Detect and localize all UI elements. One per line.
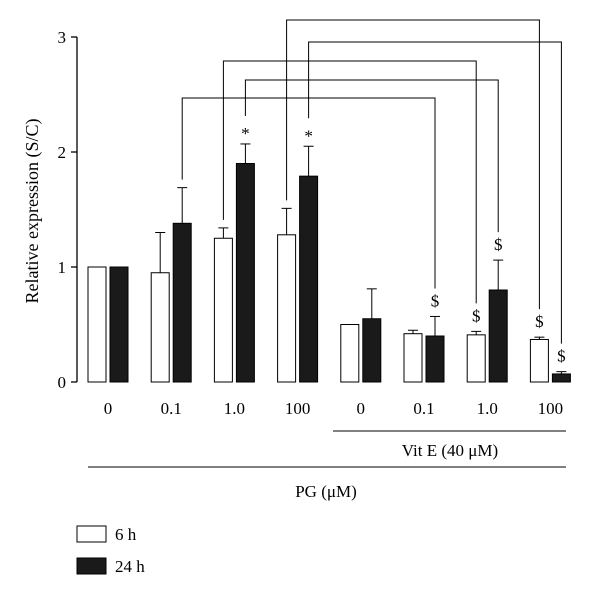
bars: $ $ * * $ $ $ [87,124,571,383]
bracket-1 [244,79,499,233]
dollar-marker-1-7: $ [557,347,566,366]
y-tick-label-3: 3 [58,28,67,47]
bar-6h-5 [403,333,423,383]
x-tick-label-3: 100 [285,399,311,418]
bar-24h-3 [299,175,319,383]
bar-24h-7 [551,373,571,383]
bar-6h-7 [529,338,549,383]
y-tick-label-1: 1 [58,258,67,277]
bracket-2 [222,60,477,304]
x-tick-label-1: 0.1 [161,399,182,418]
legend-label-24h: 24 h [115,557,145,576]
category-labels: 0 0.1 1.0 100 0 0.1 1.0 100 [104,399,563,418]
bracket-4 [286,19,540,310]
bar-6h-3 [277,234,297,383]
legend-swatch-24h [76,557,107,575]
bar-6h-4 [340,324,360,383]
significance-brackets [181,19,562,344]
dollar-marker-0-6: $ [472,306,481,325]
x-tick-label-0: 0 [104,399,113,418]
y-tick-label-0: 0 [58,373,67,392]
asterisk-marker-1-2: * [241,124,250,143]
asterisk-marker-1-3: * [304,126,313,145]
legend: 6 h 24 h [76,525,145,576]
pg-group-label: PG (μM) [295,482,357,501]
x-tick-label-2: 1.0 [224,399,245,418]
bracket-3 [308,41,562,344]
x-tick-label-7: 100 [538,399,564,418]
bar-24h-6 [488,289,508,383]
bar-6h-0 [87,266,107,383]
y-tick-label-2: 2 [58,143,67,162]
bar-6h-6 [466,334,486,383]
vit-e-group-label: Vit E (40 μM) [402,441,498,460]
bar-6h-1 [150,272,170,383]
dollar-marker-1-6: $ [494,235,503,254]
legend-label-6h: 6 h [115,525,137,544]
x-tick-label-5: 0.1 [413,399,434,418]
bar-24h-4 [362,318,382,383]
bar-24h-2 [235,163,255,383]
bar-24h-1 [172,222,192,383]
y-axis-label: Relative expression (S/C) [22,119,43,304]
dollar-marker-0-7: $ [535,312,544,331]
dollar-marker-1-5: $ [431,291,440,310]
x-tick-label-4: 0 [357,399,366,418]
bar-24h-5 [425,335,445,383]
bar-6h-2 [213,237,233,383]
legend-swatch-6h [76,525,107,543]
axes: 0 1 2 3 [58,28,78,392]
bar-24h-0 [109,266,129,383]
x-tick-label-6: 1.0 [477,399,498,418]
